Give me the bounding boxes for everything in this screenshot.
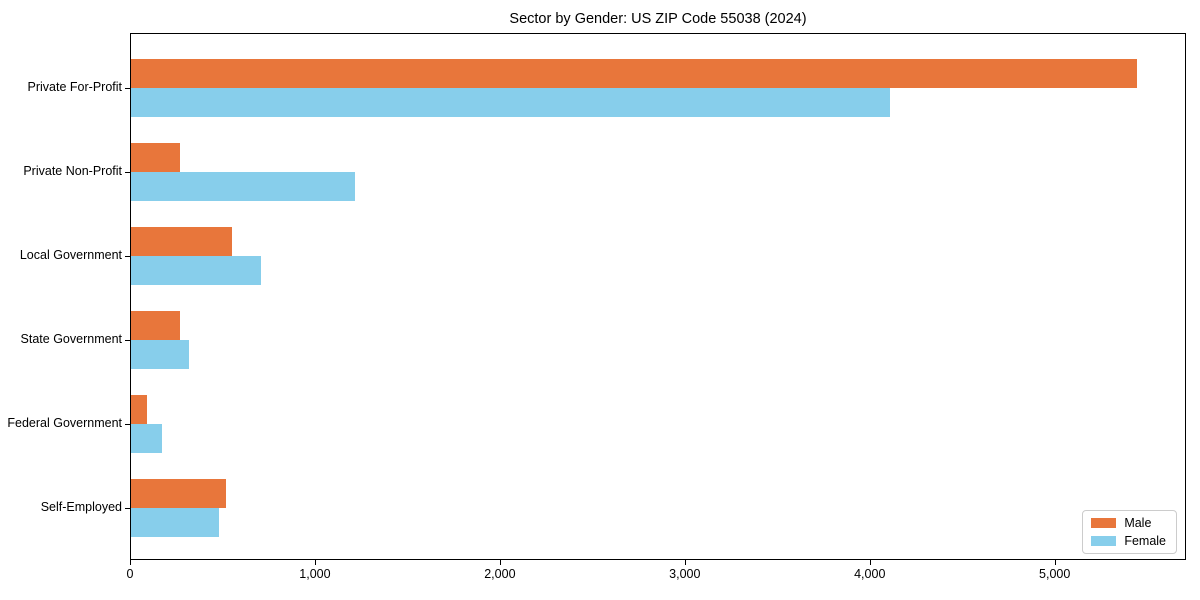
x-tick-label: 2,000 — [484, 567, 516, 581]
bar-male-5 — [131, 479, 227, 508]
y-tick-label: Federal Government — [7, 416, 122, 430]
y-tick-label: Private For-Profit — [27, 80, 122, 94]
bar-female-1 — [131, 172, 355, 201]
legend-swatch-male — [1091, 518, 1117, 528]
bar-male-3 — [131, 311, 180, 340]
x-tick-mark — [1054, 560, 1056, 565]
x-tick-mark — [499, 560, 501, 565]
bar-male-2 — [131, 227, 232, 256]
y-tick-mark — [125, 340, 130, 341]
y-tick-mark — [125, 88, 130, 89]
bar-male-0 — [131, 59, 1138, 88]
y-tick-label: Local Government — [19, 248, 122, 262]
bar-female-5 — [131, 508, 219, 537]
y-tick-mark — [125, 256, 130, 257]
legend-label-male: Male — [1124, 516, 1152, 530]
bar-male-1 — [131, 143, 180, 172]
y-tick-label: Self-Employed — [40, 500, 122, 514]
bar-female-3 — [131, 340, 190, 369]
x-tick-mark — [130, 560, 131, 565]
x-tick-label: 3,000 — [669, 567, 701, 581]
y-tick-mark — [125, 508, 130, 509]
bar-female-2 — [131, 256, 261, 285]
legend: Male Female — [1082, 510, 1177, 554]
legend-label-female: Female — [1124, 534, 1166, 548]
x-tick-label: 5,000 — [1039, 567, 1071, 581]
legend-swatch-female — [1091, 536, 1117, 546]
plot-area: Male Female — [130, 33, 1186, 560]
x-tick-label: 1,000 — [299, 567, 331, 581]
legend-row-male: Male — [1091, 516, 1166, 530]
y-tick-mark — [125, 172, 130, 173]
bar-female-0 — [131, 88, 891, 117]
y-tick-label: State Government — [20, 332, 122, 346]
x-tick-label: 0 — [126, 567, 134, 581]
bar-female-4 — [131, 424, 163, 453]
x-tick-label: 4,000 — [854, 567, 886, 581]
y-tick-label: Private Non-Profit — [23, 164, 122, 178]
x-tick-mark — [869, 560, 871, 565]
x-tick-mark — [314, 560, 316, 565]
bar-male-4 — [131, 395, 147, 424]
y-tick-mark — [125, 424, 130, 425]
legend-row-female: Female — [1091, 534, 1166, 548]
chart-title: Sector by Gender: US ZIP Code 55038 (202… — [509, 11, 807, 27]
x-tick-mark — [684, 560, 686, 565]
